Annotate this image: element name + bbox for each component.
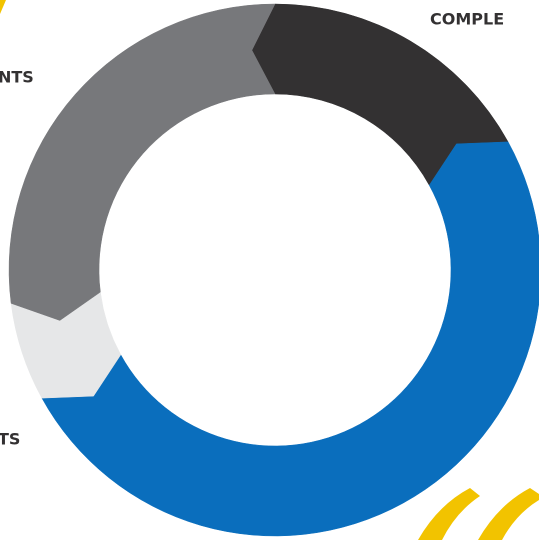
segment-label: NTS	[0, 68, 34, 87]
segment-label: COMPLE	[430, 10, 504, 29]
decoration	[0, 0, 6, 14]
donut-segment	[41, 141, 539, 537]
donut-segment	[8, 3, 276, 321]
segment-label: TS	[0, 430, 20, 449]
decoration	[418, 488, 480, 540]
decoration	[478, 488, 539, 540]
